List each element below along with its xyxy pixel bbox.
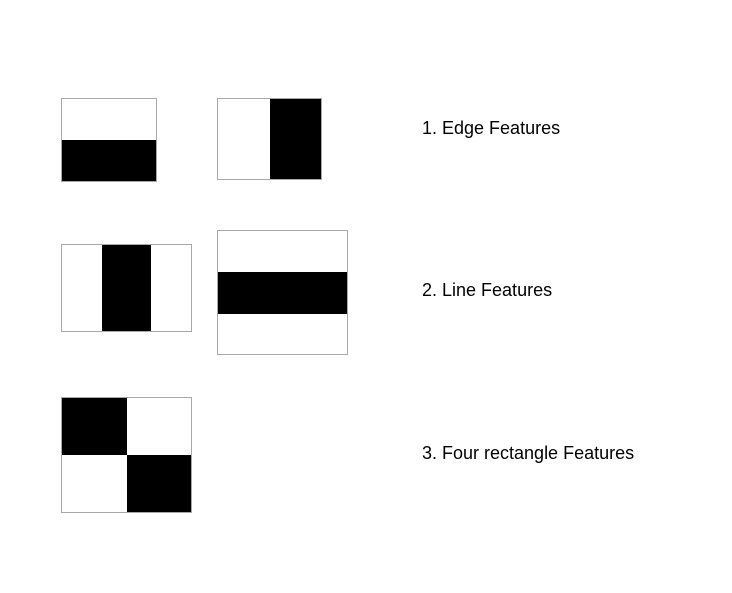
line-feature-horizontal [217,230,348,355]
edge-feature-horizontal [61,98,157,182]
edge-features-label: 1. Edge Features [422,118,561,138]
line-feature-horizontal-dark-band [218,272,347,314]
four-rectangle-feature [61,397,192,513]
line-features-label: 2. Line Features [422,280,553,300]
edge-feature-vertical [217,98,322,180]
four-rectangle-features-label: 3. Four rectangle Features [422,443,635,463]
edge-feature-horizontal-dark-half [62,140,156,181]
line-feature-vertical-dark-band [102,245,151,331]
four-rectangle-dark-top-left [62,398,127,455]
four-rectangle-dark-bottom-right [127,455,191,512]
edge-feature-vertical-dark-half [270,99,321,179]
line-feature-vertical [61,244,192,332]
